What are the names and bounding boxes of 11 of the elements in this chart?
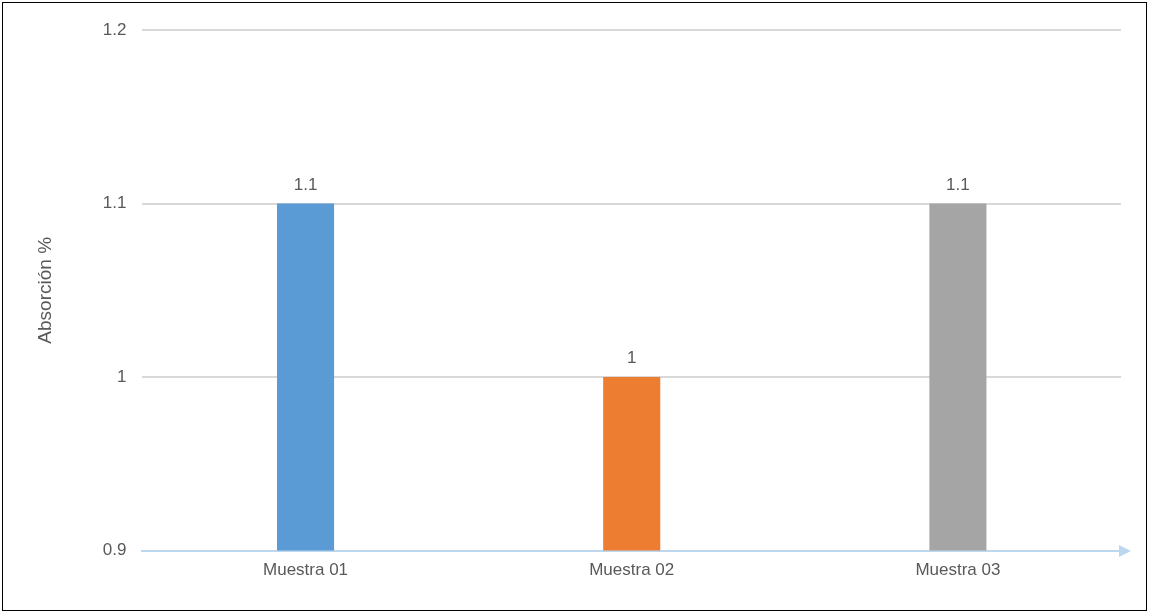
data-label: 1.1 (293, 174, 318, 194)
x-tick-label: Muestra 03 (915, 560, 1001, 580)
y-tick-label: 1.1 (102, 193, 127, 213)
y-tick-label: 1.2 (102, 19, 127, 39)
y-axis-title: Absorción % (33, 236, 55, 344)
y-tick-label: 0.9 (102, 540, 127, 560)
data-label: 1.1 (946, 174, 970, 194)
data-label: 1 (626, 348, 637, 368)
x-tick-label: Muestra 02 (589, 560, 675, 580)
y-tick-label: 1 (116, 366, 127, 386)
x-tick-label: Muestra 01 (263, 560, 349, 580)
